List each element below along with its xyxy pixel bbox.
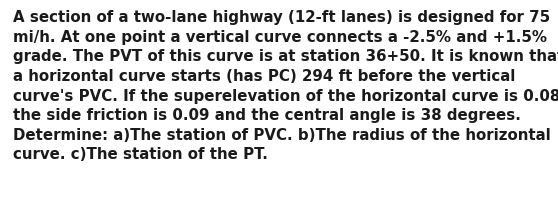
Text: A section of a two-lane highway (12-ft lanes) is designed for 75
mi/h. At one po: A section of a two-lane highway (12-ft l… <box>13 10 558 162</box>
